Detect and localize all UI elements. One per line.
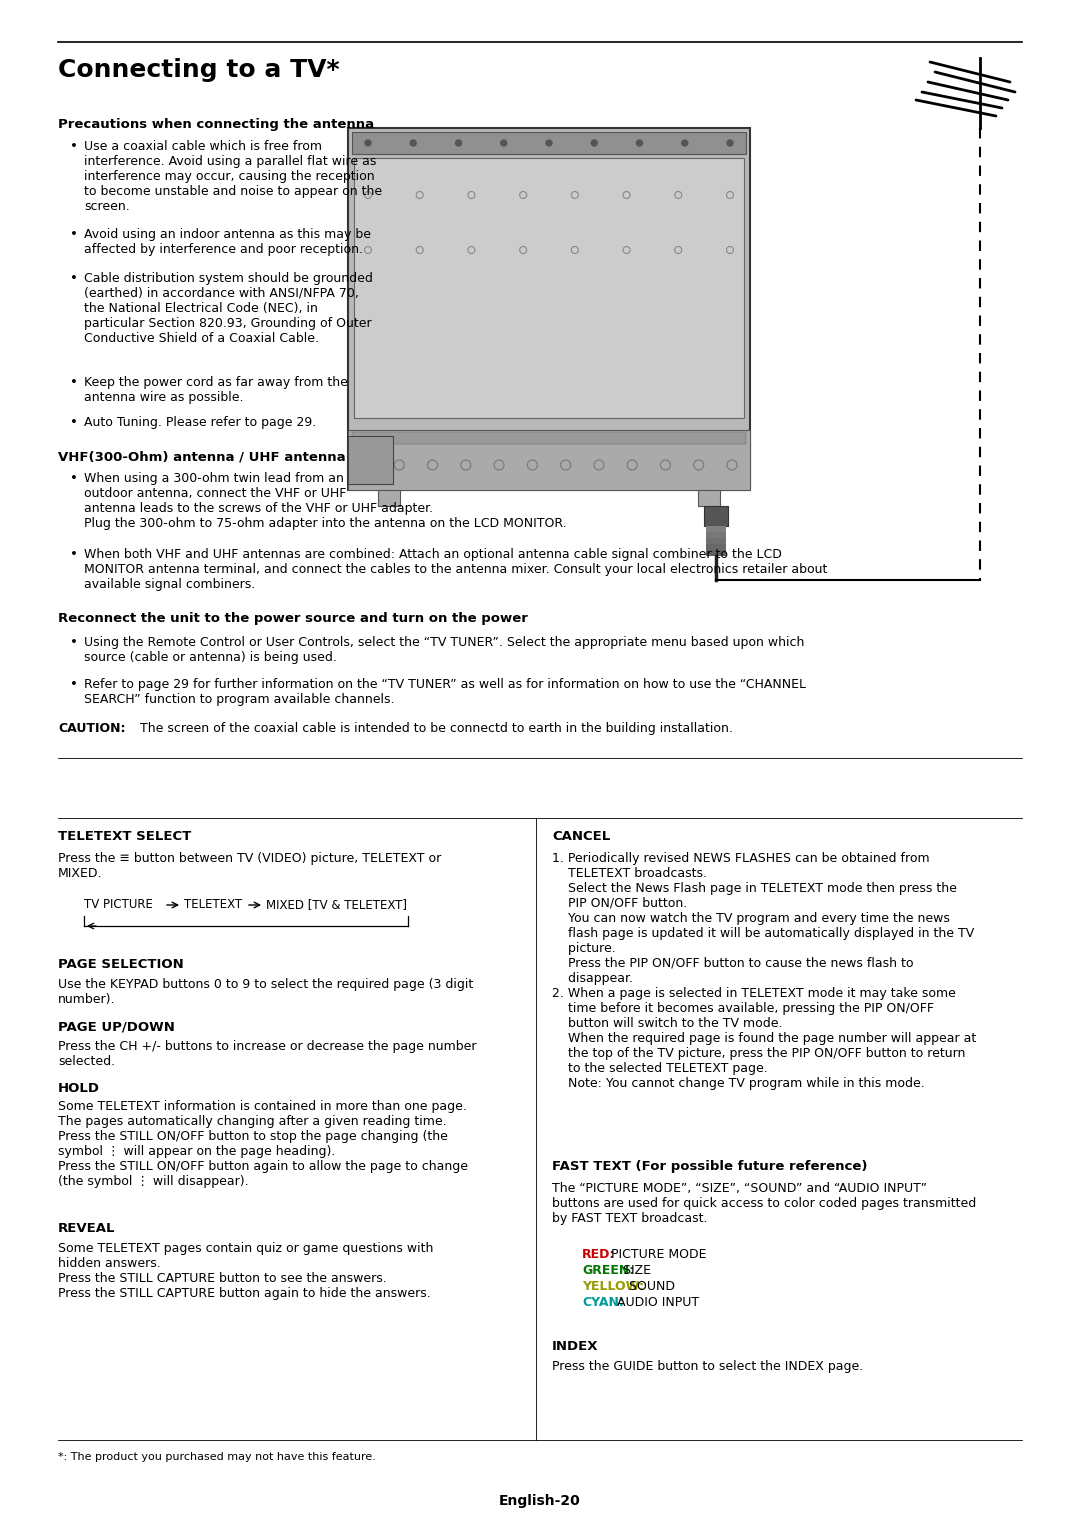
Text: Press the ≡ button between TV (VIDEO) picture, TELETEXT or
MIXED.: Press the ≡ button between TV (VIDEO) pi… <box>58 853 442 880</box>
Text: Avoid using an indoor antenna as this may be
affected by interference and poor r: Avoid using an indoor antenna as this ma… <box>84 228 372 257</box>
Text: •: • <box>70 228 78 241</box>
Text: INDEX: INDEX <box>552 1340 598 1352</box>
Text: RED:: RED: <box>582 1248 616 1261</box>
Bar <box>706 526 726 532</box>
Text: English-20: English-20 <box>499 1494 581 1508</box>
Bar <box>706 532 726 538</box>
Text: Refer to page 29 for further information on the “TV TUNER” as well as for inform: Refer to page 29 for further information… <box>84 678 806 706</box>
Text: Press the CH +/- buttons to increase or decrease the page number
selected.: Press the CH +/- buttons to increase or … <box>58 1041 476 1068</box>
Text: •: • <box>70 678 78 691</box>
Text: Connecting to a TV*: Connecting to a TV* <box>58 58 339 83</box>
Text: When using a 300-ohm twin lead from an
outdoor antenna, connect the VHF or UHF
a: When using a 300-ohm twin lead from an o… <box>84 472 567 530</box>
Bar <box>706 550 726 556</box>
Circle shape <box>501 141 507 147</box>
Text: Auto Tuning. Please refer to page 29.: Auto Tuning. Please refer to page 29. <box>84 416 316 429</box>
Text: GREEN:: GREEN: <box>582 1264 634 1277</box>
Text: REVEAL: REVEAL <box>58 1222 116 1235</box>
Bar <box>352 432 746 445</box>
Text: •: • <box>70 272 78 286</box>
Text: When both VHF and UHF antennas are combined: Attach an optional antenna cable si: When both VHF and UHF antennas are combi… <box>84 549 827 591</box>
Text: Keep the power cord as far away from the
antenna wire as possible.: Keep the power cord as far away from the… <box>84 376 348 403</box>
Circle shape <box>591 141 597 147</box>
Bar <box>348 435 393 484</box>
Circle shape <box>681 141 688 147</box>
Text: FAST TEXT (For possible future reference): FAST TEXT (For possible future reference… <box>552 1160 867 1174</box>
Circle shape <box>456 141 461 147</box>
Text: •: • <box>70 376 78 390</box>
Circle shape <box>365 141 372 147</box>
Text: *: The product you purchased may not have this feature.: *: The product you purchased may not hav… <box>58 1452 376 1462</box>
Bar <box>354 157 744 419</box>
Text: •: • <box>70 636 78 649</box>
Bar <box>704 506 728 526</box>
Text: •: • <box>70 472 78 484</box>
Text: VHF(300-Ohm) antenna / UHF antenna: VHF(300-Ohm) antenna / UHF antenna <box>58 451 346 463</box>
Text: •: • <box>70 549 78 561</box>
Bar <box>378 490 400 506</box>
Text: AUDIO INPUT: AUDIO INPUT <box>613 1296 699 1309</box>
Circle shape <box>636 141 643 147</box>
Text: SIZE: SIZE <box>619 1264 651 1277</box>
Text: Some TELETEXT information is contained in more than one page.
The pages automati: Some TELETEXT information is contained i… <box>58 1100 468 1187</box>
Text: PICTURE MODE: PICTURE MODE <box>607 1248 706 1261</box>
Text: MIXED [TV & TELETEXT]: MIXED [TV & TELETEXT] <box>266 898 407 911</box>
Text: YELLOW:: YELLOW: <box>582 1280 644 1293</box>
Text: The “PICTURE MODE”, “SIZE”, “SOUND” and “AUDIO INPUT”
buttons are used for quick: The “PICTURE MODE”, “SIZE”, “SOUND” and … <box>552 1183 976 1225</box>
Circle shape <box>727 141 733 147</box>
Text: Precautions when connecting the antenna: Precautions when connecting the antenna <box>58 118 374 131</box>
Text: Cable distribution system should be grounded
(earthed) in accordance with ANSI/N: Cable distribution system should be grou… <box>84 272 373 345</box>
Bar <box>706 538 726 544</box>
Text: The screen of the coaxial cable is intended to be connectd to earth in the build: The screen of the coaxial cable is inten… <box>140 723 733 735</box>
Circle shape <box>546 141 552 147</box>
Text: Some TELETEXT pages contain quiz or game questions with
hidden answers.
Press th: Some TELETEXT pages contain quiz or game… <box>58 1242 433 1300</box>
Text: SOUND: SOUND <box>625 1280 675 1293</box>
Text: CANCEL: CANCEL <box>552 830 610 843</box>
Text: HOLD: HOLD <box>58 1082 100 1096</box>
Text: Use a coaxial cable which is free from
interference. Avoid using a parallel flat: Use a coaxial cable which is free from i… <box>84 141 382 212</box>
Text: CAUTION:: CAUTION: <box>58 723 125 735</box>
Bar <box>348 128 750 490</box>
Text: TELETEXT SELECT: TELETEXT SELECT <box>58 830 191 843</box>
Text: Use the KEYPAD buttons 0 to 9 to select the required page (3 digit
number).: Use the KEYPAD buttons 0 to 9 to select … <box>58 978 473 1005</box>
Text: CYAN:: CYAN: <box>582 1296 624 1309</box>
Text: 1. Periodically revised NEWS FLASHES can be obtained from
    TELETEXT broadcast: 1. Periodically revised NEWS FLASHES can… <box>552 853 976 1089</box>
Bar <box>698 490 720 506</box>
Text: TELETEXT: TELETEXT <box>184 898 242 911</box>
Text: PAGE UP/DOWN: PAGE UP/DOWN <box>58 1021 175 1033</box>
Text: •: • <box>70 141 78 153</box>
Bar <box>348 429 750 490</box>
Text: PAGE SELECTION: PAGE SELECTION <box>58 958 184 970</box>
Bar <box>352 131 746 154</box>
Text: Reconnect the unit to the power source and turn on the power: Reconnect the unit to the power source a… <box>58 613 528 625</box>
Text: Press the GUIDE button to select the INDEX page.: Press the GUIDE button to select the IND… <box>552 1360 863 1374</box>
Circle shape <box>410 141 416 147</box>
Text: TV PICTURE: TV PICTURE <box>84 898 153 911</box>
Text: •: • <box>70 416 78 429</box>
Bar <box>706 544 726 550</box>
Text: Using the Remote Control or User Controls, select the “TV TUNER”. Select the app: Using the Remote Control or User Control… <box>84 636 805 665</box>
